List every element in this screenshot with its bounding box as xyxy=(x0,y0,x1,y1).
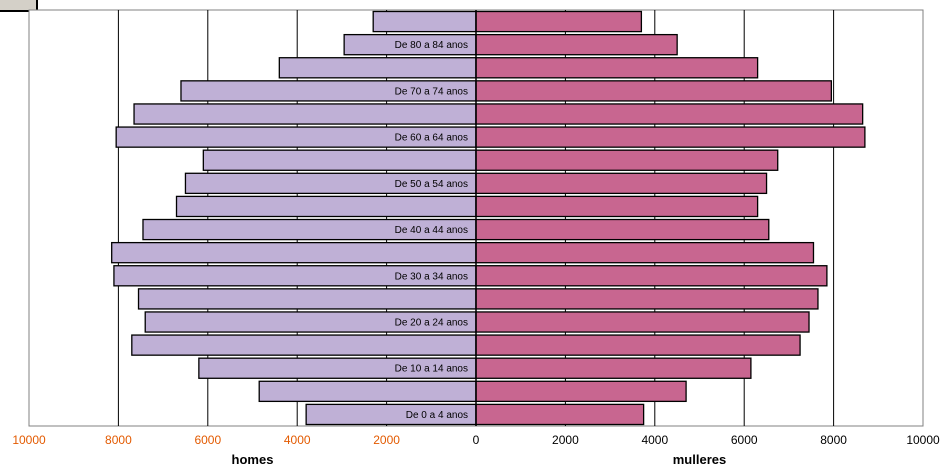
bar-mulleres xyxy=(475,149,779,171)
category-label: De 70 a 74 anos xyxy=(395,86,468,97)
bar-mulleres xyxy=(475,311,810,333)
bar-homes xyxy=(133,103,477,125)
bar-homes xyxy=(372,10,477,33)
x-tick-label: 6000 xyxy=(731,433,758,447)
bar-mulleres xyxy=(475,241,815,264)
bar-mulleres xyxy=(475,218,770,241)
bar-mulleres xyxy=(475,288,819,310)
bar-mulleres xyxy=(475,403,645,426)
x-tick-label: 10000 xyxy=(12,433,46,447)
bar-homes xyxy=(278,57,477,79)
bar-mulleres xyxy=(475,103,864,125)
bar-mulleres xyxy=(475,33,678,56)
x-tick-label: 2000 xyxy=(552,433,579,447)
bar-mulleres xyxy=(475,10,643,33)
x-tick-label: 10000 xyxy=(906,433,940,447)
bar-mulleres xyxy=(475,172,768,195)
category-label: De 20 a 24 anos xyxy=(395,318,468,329)
bar-mulleres xyxy=(475,357,752,379)
x-tick-label: 4000 xyxy=(284,433,311,447)
bar-homes xyxy=(175,195,477,218)
bar-mulleres xyxy=(475,80,833,102)
bar-homes xyxy=(111,241,477,264)
bar-homes xyxy=(202,149,477,171)
bar-mulleres xyxy=(475,57,759,79)
category-label: De 40 a 44 anos xyxy=(395,225,468,236)
category-label: De 10 a 14 anos xyxy=(395,364,468,375)
category-label: De 50 a 54 anos xyxy=(395,179,468,190)
category-label: De 60 a 64 anos xyxy=(395,133,468,144)
window-corner-box xyxy=(0,0,38,12)
x-axis-title-homes: homes xyxy=(232,452,274,467)
bar-mulleres xyxy=(475,334,801,356)
bar-homes xyxy=(258,380,477,403)
bar-mulleres xyxy=(475,380,687,403)
x-tick-label: 2000 xyxy=(373,433,400,447)
x-tick-label: 8000 xyxy=(820,433,847,447)
bar-mulleres xyxy=(475,265,828,287)
bar-mulleres xyxy=(475,126,866,148)
category-label: De 30 a 34 anos xyxy=(395,271,468,282)
bar-homes xyxy=(137,288,477,310)
bar-mulleres xyxy=(475,195,759,218)
x-tick-label: 8000 xyxy=(105,433,132,447)
category-label: De 0 a 4 anos xyxy=(406,410,468,421)
bar-homes xyxy=(131,334,477,356)
x-axis-title-mulleres: mulleres xyxy=(673,452,726,467)
x-tick-label: 4000 xyxy=(641,433,668,447)
x-tick-label: 0 xyxy=(473,433,480,447)
x-tick-label: 6000 xyxy=(194,433,221,447)
category-label: De 80 a 84 anos xyxy=(395,40,468,51)
